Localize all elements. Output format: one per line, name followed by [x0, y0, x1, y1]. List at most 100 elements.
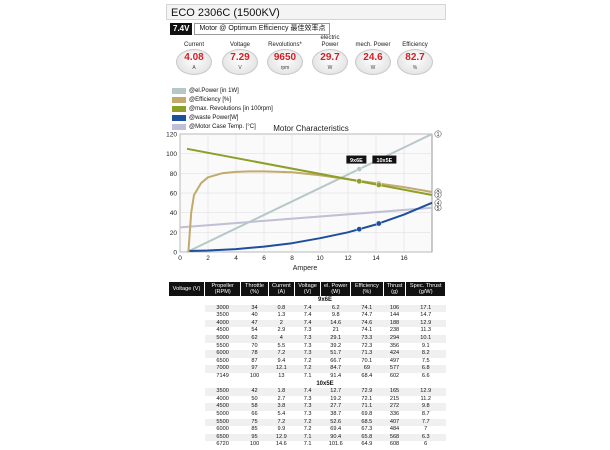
table-cell: 75 [240, 418, 269, 427]
operating-point [356, 178, 363, 184]
table-row: 6500 87 9.4 7.2 66.7 70.1 497 7.5 [169, 358, 446, 366]
metric-unit: V [238, 65, 242, 71]
table-cell: 50 [251, 395, 258, 402]
table-cell: 71.1 [350, 403, 384, 411]
plot-frame [179, 133, 433, 253]
table-cell: 2 [268, 319, 295, 328]
metric-label: Voltage [229, 42, 251, 48]
table-cell: 6000 [204, 350, 241, 358]
table-cell: 5500 [216, 342, 229, 349]
table-cell: 5.5 [277, 342, 286, 349]
table-row: 4000 50 2.7 7.3 19.2 72.1 215 11.2 [169, 396, 446, 404]
x-tick-label: 0 [178, 255, 182, 262]
series-line [179, 206, 433, 229]
y-tick-label: 0 [173, 250, 177, 257]
table-cell: 8.2 [405, 350, 446, 358]
table-cell: 8.7 [421, 410, 430, 417]
table-cell: 12.1 [268, 365, 295, 373]
y-tick-label: 120 [166, 132, 177, 139]
table-cell: 74.6 [350, 319, 384, 328]
table-cell: 72.3 [361, 342, 373, 349]
table-cell: 87 [251, 357, 258, 364]
operating-point [375, 220, 382, 227]
operating-point [356, 226, 363, 232]
table-cell: 7.4 [294, 319, 321, 328]
table-cell: 51.7 [320, 350, 351, 358]
legend-label: @waste Power[W] [189, 114, 239, 121]
table-cell: 9.8 [331, 312, 340, 319]
metric-revolutions: Revolutions* 9650 rpm [267, 38, 303, 75]
metric-label: Current [183, 42, 204, 48]
group-sublabel: (2S LIPO) [172, 374, 200, 381]
column-header: el. Power (W) [320, 281, 352, 297]
table-cell: 4 [268, 334, 295, 343]
annotation-box [346, 155, 367, 164]
table-cell: 0.8 [268, 304, 295, 313]
table-cell: 100 [249, 441, 260, 448]
y-tick-label: 20 [170, 230, 178, 237]
table-cell: 7.3 [303, 327, 312, 334]
series-end-marker [434, 199, 442, 207]
table-cell: 66.7 [330, 357, 342, 364]
operating-point [375, 156, 382, 163]
column-header: Efficiency (%) [350, 281, 384, 297]
table-cell: 39.2 [330, 342, 342, 349]
metric-bubble: 7.29 V [222, 49, 258, 75]
chart-legend: @el.Power [in 1W] @Efficiency [%] @max. … [172, 86, 273, 131]
table-cell: 7.1 [294, 433, 321, 442]
section-title: 10x5E [204, 380, 446, 389]
table-cell: 7.7 [405, 418, 446, 427]
table-cell: 577 [383, 365, 406, 373]
table-cell: 29.1 [320, 334, 351, 343]
metric-label: electric Power [320, 35, 340, 48]
table-cell: 7.2 [268, 418, 295, 427]
table-cell: 11.3 [420, 327, 431, 334]
series-end-marker [434, 191, 442, 199]
table-cell: 85 [251, 426, 258, 433]
x-tick-label: 6 [262, 255, 266, 262]
table-cell: 69 [350, 365, 384, 373]
x-tick-label: 16 [400, 255, 408, 262]
table-cell: 7.4 [294, 388, 321, 396]
table-cell: 3500 [204, 388, 241, 396]
operating-point [375, 180, 382, 187]
group-label: 7.4V [180, 364, 193, 371]
performance-table: Voltage (V) Propeller (RPM) Throttle (%)… [168, 281, 446, 449]
annotation-label: 9x6E [350, 158, 363, 164]
table-cell: 7.1 [303, 372, 312, 379]
metric-unit: W [370, 65, 376, 71]
operating-point [375, 182, 382, 188]
table-cell: 2.7 [277, 395, 286, 402]
legend-swatch [172, 123, 186, 130]
column-header: Current (A) [267, 281, 295, 297]
metric-label: Revolutions* [268, 42, 302, 48]
table-cell: 12.9 [268, 433, 295, 442]
table-cell: 95 [240, 433, 269, 442]
legend-label: @Efficiency [%] [189, 96, 231, 103]
table-cell: 294 [383, 334, 406, 343]
legend-swatch [172, 96, 186, 103]
column-header: Spec. Thrust (g/W) [405, 281, 446, 297]
series-end-label: 1 [437, 132, 440, 138]
metric-value: 24.6 [363, 52, 383, 63]
legend-label: @Motor Case Temp. [°C] [189, 123, 256, 130]
table-cell: 6.3 [405, 433, 446, 442]
series-end-label: 3 [437, 193, 440, 199]
table-cell: 72.9 [350, 388, 384, 396]
table-cell: 21 [332, 327, 339, 334]
table-cell: 73.3 [350, 334, 384, 343]
column-header: Propeller (RPM) [203, 281, 242, 297]
table-section-row: 10x5E [169, 380, 446, 389]
series-end-marker [434, 188, 442, 196]
table-cell: 70.1 [361, 357, 373, 364]
table-cell: 424 [383, 350, 406, 358]
table-cell: 42 [240, 388, 269, 396]
annotation-box [372, 155, 397, 164]
page-title: ECO 2306C (1500KV) [166, 4, 446, 20]
series-end-label: 5 [437, 206, 440, 212]
table-cell: 78 [240, 350, 269, 358]
legend-item: @el.Power [in 1W] [172, 86, 273, 95]
table-cell: 2.9 [277, 327, 286, 334]
table-cell: 7.3 [294, 403, 321, 411]
table-header-row: Voltage (V) Propeller (RPM) Throttle (%)… [168, 281, 446, 297]
